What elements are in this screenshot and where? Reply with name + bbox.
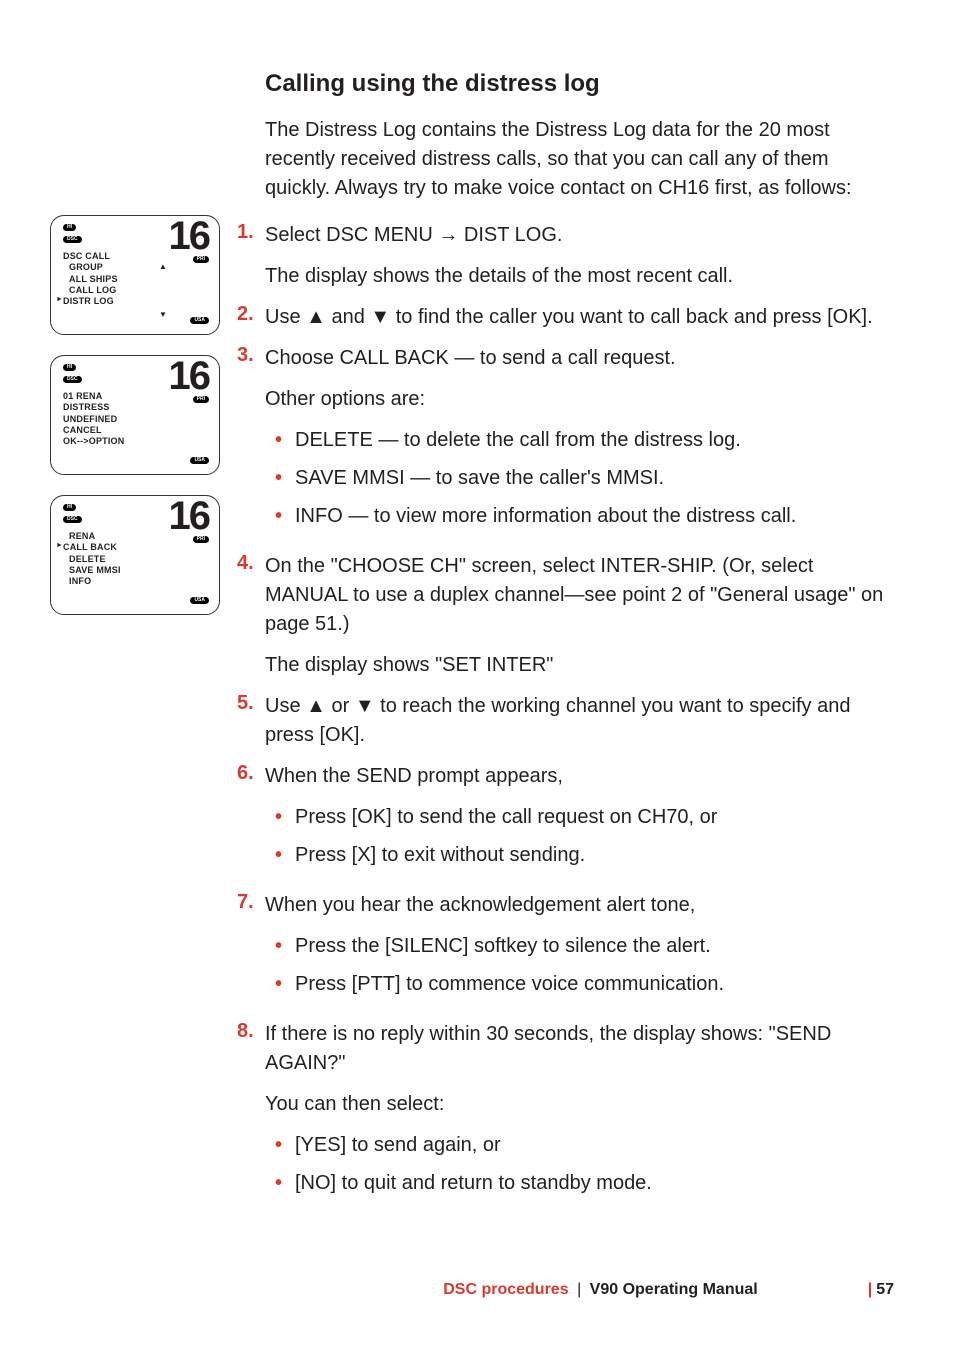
step-body: Use ▲ and ▼ to find the caller you want … [265,303,894,332]
step-body: If there is no reply within 30 seconds, … [265,1020,894,1207]
bullet-list: DELETE — to delete the call from the dis… [265,426,894,530]
dsc-badge: DSC [63,516,82,523]
step-7: 7. When you hear the acknowledgement ale… [237,891,894,1008]
step-after: The display shows "SET INTER" [265,651,894,680]
step-after: The display shows the details of the mos… [265,262,894,291]
step-text: If there is no reply within 30 seconds, … [265,1020,894,1078]
step-text: Use ▲ and ▼ to find the caller you want … [265,303,894,332]
step-body: When the SEND prompt appears, Press [OK]… [265,762,894,879]
bullet-item: Press [PTT] to commence voice communicat… [295,970,894,998]
step-text: On the "CHOOSE CH" screen, select INTER-… [265,552,894,639]
step-number: 6. [237,762,265,879]
lcd-lines: 01 RENA DISTRESS UNDEFINED CANCEL OK-->O… [63,391,124,447]
lcd-screen-2: HI DSC PRI USA 16 01 RENA DISTRESS UNDEF… [50,355,220,475]
lcd-lines: DSC CALL GROUP ALL SHIPS CALL LOG DISTR … [63,251,118,307]
lcd-line: INFO [63,576,121,587]
dsc-badge: DSC [63,376,82,383]
hi-badge: HI [63,224,76,231]
lcd-line: RENA [63,531,121,542]
step-text: When the SEND prompt appears, [265,762,894,791]
dsc-badge: DSC [63,236,82,243]
lcd-line: 01 RENA [63,391,124,402]
bullet-item: SAVE MMSI — to save the caller's MMSI. [295,464,894,492]
step-text: Select DSC MENU → DIST LOG. [265,221,894,250]
lcd-screen-3: HI DSC PRI USA 16 RENA CALL BACK DELETE … [50,495,220,615]
usa-badge: USA [190,317,209,324]
step-5: 5. Use ▲ or ▼ to reach the working chann… [237,692,894,750]
main-content: Calling using the distress log The Distr… [265,70,894,1207]
step-number: 5. [237,692,265,750]
step-body: On the "CHOOSE CH" screen, select INTER-… [265,552,894,680]
lcd-line: GROUP [63,262,118,273]
lead-paragraph: The Distress Log contains the Distress L… [265,116,894,203]
step-text: When you hear the acknowledgement alert … [265,891,894,920]
lcd-line: OK-->OPTION [63,436,124,447]
step-number: 2. [237,303,265,332]
bullet-item: INFO — to view more information about th… [295,502,894,530]
down-arrow-icon: ▼ [159,310,167,319]
hi-badge: HI [63,364,76,371]
lcd-line: UNDEFINED [63,414,124,425]
bullet-item: Press [X] to exit without sending. [295,841,894,869]
step-body: Select DSC MENU → DIST LOG. The display … [265,221,894,291]
lcd-line-selected: DISTR LOG [63,296,118,307]
step-body: Use ▲ or ▼ to reach the working channel … [265,692,894,750]
lcd-line: ALL SHIPS [63,274,118,285]
usa-badge: USA [190,597,209,604]
channel-number: 16 [169,214,210,259]
step-number: 3. [237,344,265,540]
step-3: 3. Choose CALL BACK — to send a call req… [237,344,894,540]
footer-title: V90 Operating Manual [590,1281,758,1298]
lcd-line: CALL LOG [63,285,118,296]
bullet-list: Press [OK] to send the call request on C… [265,803,894,869]
lcd-line: DELETE [63,554,121,565]
step-text: Choose CALL BACK — to send a call reques… [265,344,894,373]
step-body: When you hear the acknowledgement alert … [265,891,894,1008]
up-arrow-icon: ▲ [159,262,167,271]
step-after: Other options are: [265,385,894,414]
lcd-line: DISTRESS [63,402,124,413]
usa-badge: USA [190,457,209,464]
section-heading: Calling using the distress log [265,70,894,98]
hi-badge: HI [63,504,76,511]
step-after: You can then select: [265,1090,894,1119]
step-2: 2. Use ▲ and ▼ to find the caller you wa… [237,303,894,332]
lcd-line-selected: CALL BACK [63,542,121,553]
lcd-screen-1: HI DSC PRI USA 16 ▲ ▼ DSC CALL GROUP ALL… [50,215,220,335]
bullet-item: [YES] to send again, or [295,1131,894,1159]
step-number: 8. [237,1020,265,1207]
step-number: 4. [237,552,265,680]
lcd-line: CANCEL [63,425,124,436]
lcd-sidebar: HI DSC PRI USA 16 ▲ ▼ DSC CALL GROUP ALL… [50,215,230,635]
channel-number: 16 [169,354,210,399]
channel-number: 16 [169,494,210,539]
bullet-item: [NO] to quit and return to standby mode. [295,1169,894,1197]
bullet-item: DELETE — to delete the call from the dis… [295,426,894,454]
lcd-line: SAVE MMSI [63,565,121,576]
lcd-lines: RENA CALL BACK DELETE SAVE MMSI INFO [63,531,121,587]
step-8: 8. If there is no reply within 30 second… [237,1020,894,1207]
page-number: |57 [868,1281,894,1299]
bullet-list: Press the [SILENC] softkey to silence th… [265,932,894,998]
bullet-item: Press [OK] to send the call request on C… [295,803,894,831]
step-6: 6. When the SEND prompt appears, Press [… [237,762,894,879]
page-footer: DSC procedures | V90 Operating Manual |5… [0,1281,954,1299]
bullet-list: [YES] to send again, or [NO] to quit and… [265,1131,894,1197]
step-1: 1. Select DSC MENU → DIST LOG. The displ… [237,221,894,291]
step-4: 4. On the "CHOOSE CH" screen, select INT… [237,552,894,680]
step-number: 1. [237,221,265,291]
footer-separator: | [577,1281,581,1298]
bullet-item: Press the [SILENC] softkey to silence th… [295,932,894,960]
step-body: Choose CALL BACK — to send a call reques… [265,344,894,540]
footer-section: DSC procedures [443,1281,568,1298]
lcd-line: DSC CALL [63,251,118,262]
step-number: 7. [237,891,265,1008]
step-text: Use ▲ or ▼ to reach the working channel … [265,692,894,750]
